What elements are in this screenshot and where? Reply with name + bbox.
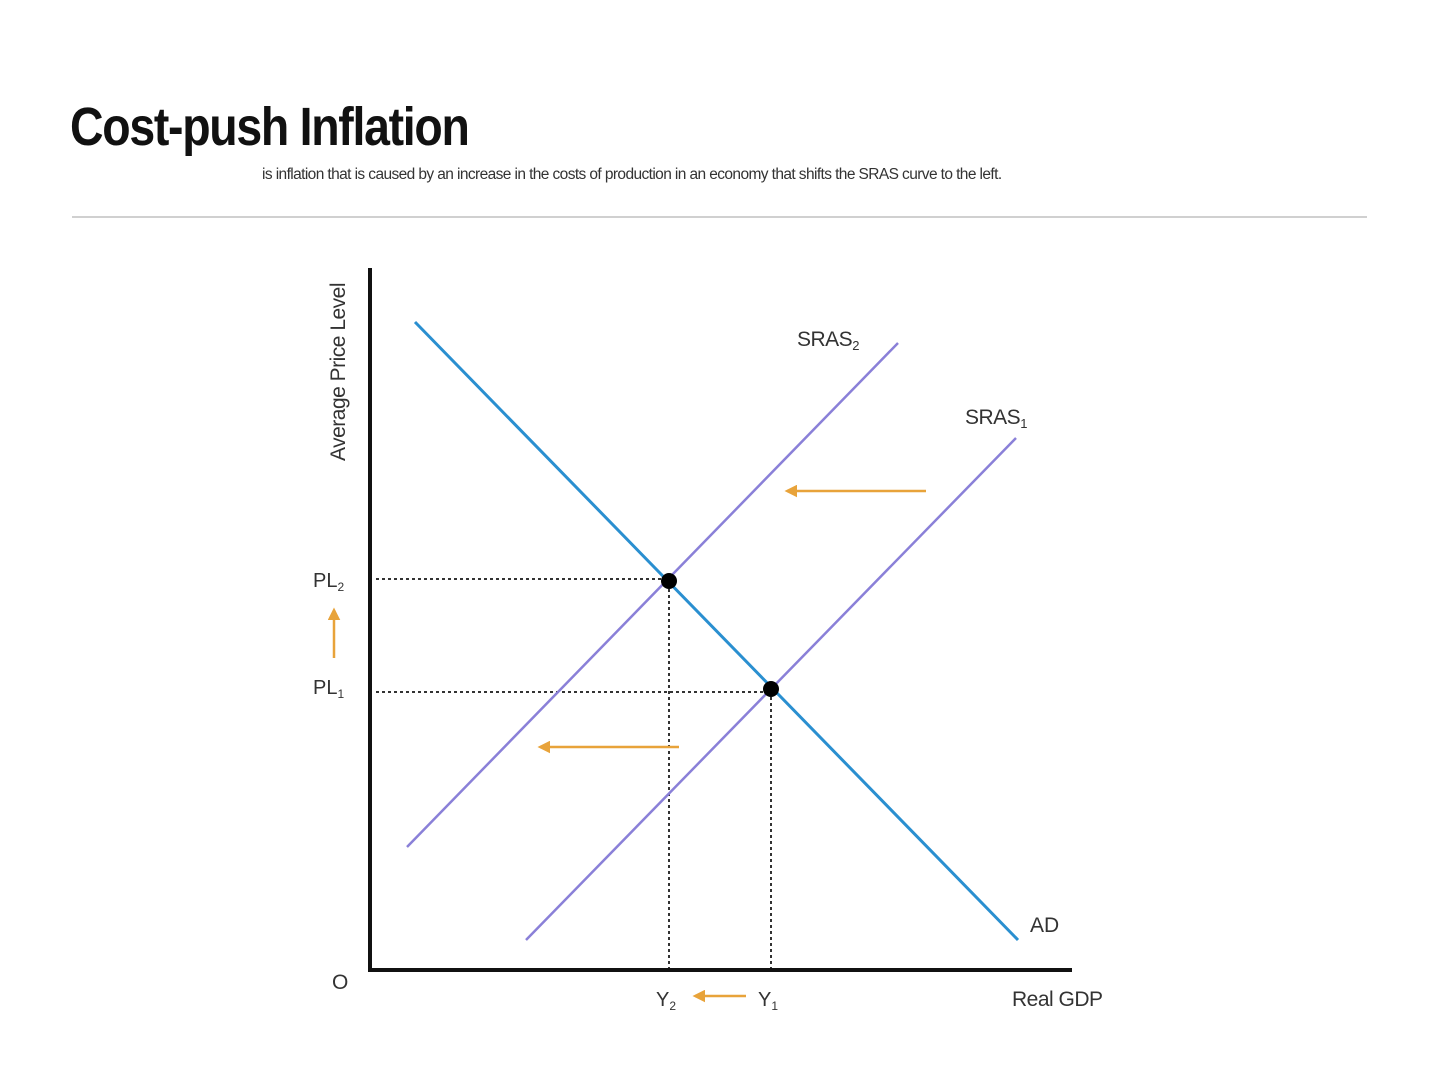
origin-label: O (332, 971, 348, 994)
sras2-curve (406, 342, 899, 848)
pl1-label: PL1 (313, 677, 344, 701)
equilibrium-point-2 (661, 573, 677, 589)
sras2-label: SRAS2 (797, 328, 859, 353)
definition-text: is inflation that is caused by an increa… (262, 166, 1002, 183)
y-axis-label: Average Price Level (327, 283, 350, 461)
y1-label: Y1 (758, 989, 778, 1013)
divider (72, 216, 1367, 218)
page-title: Cost-push Inflation (70, 97, 470, 157)
x-axis-label: Real GDP (1012, 988, 1103, 1011)
ad-curve (413, 320, 1020, 942)
ad-label: AD (1030, 914, 1059, 937)
equilibrium-point-1 (763, 681, 779, 697)
sras1-label: SRAS1 (965, 406, 1027, 431)
y2-label: Y2 (656, 989, 676, 1013)
pl2-label: PL2 (313, 570, 344, 594)
